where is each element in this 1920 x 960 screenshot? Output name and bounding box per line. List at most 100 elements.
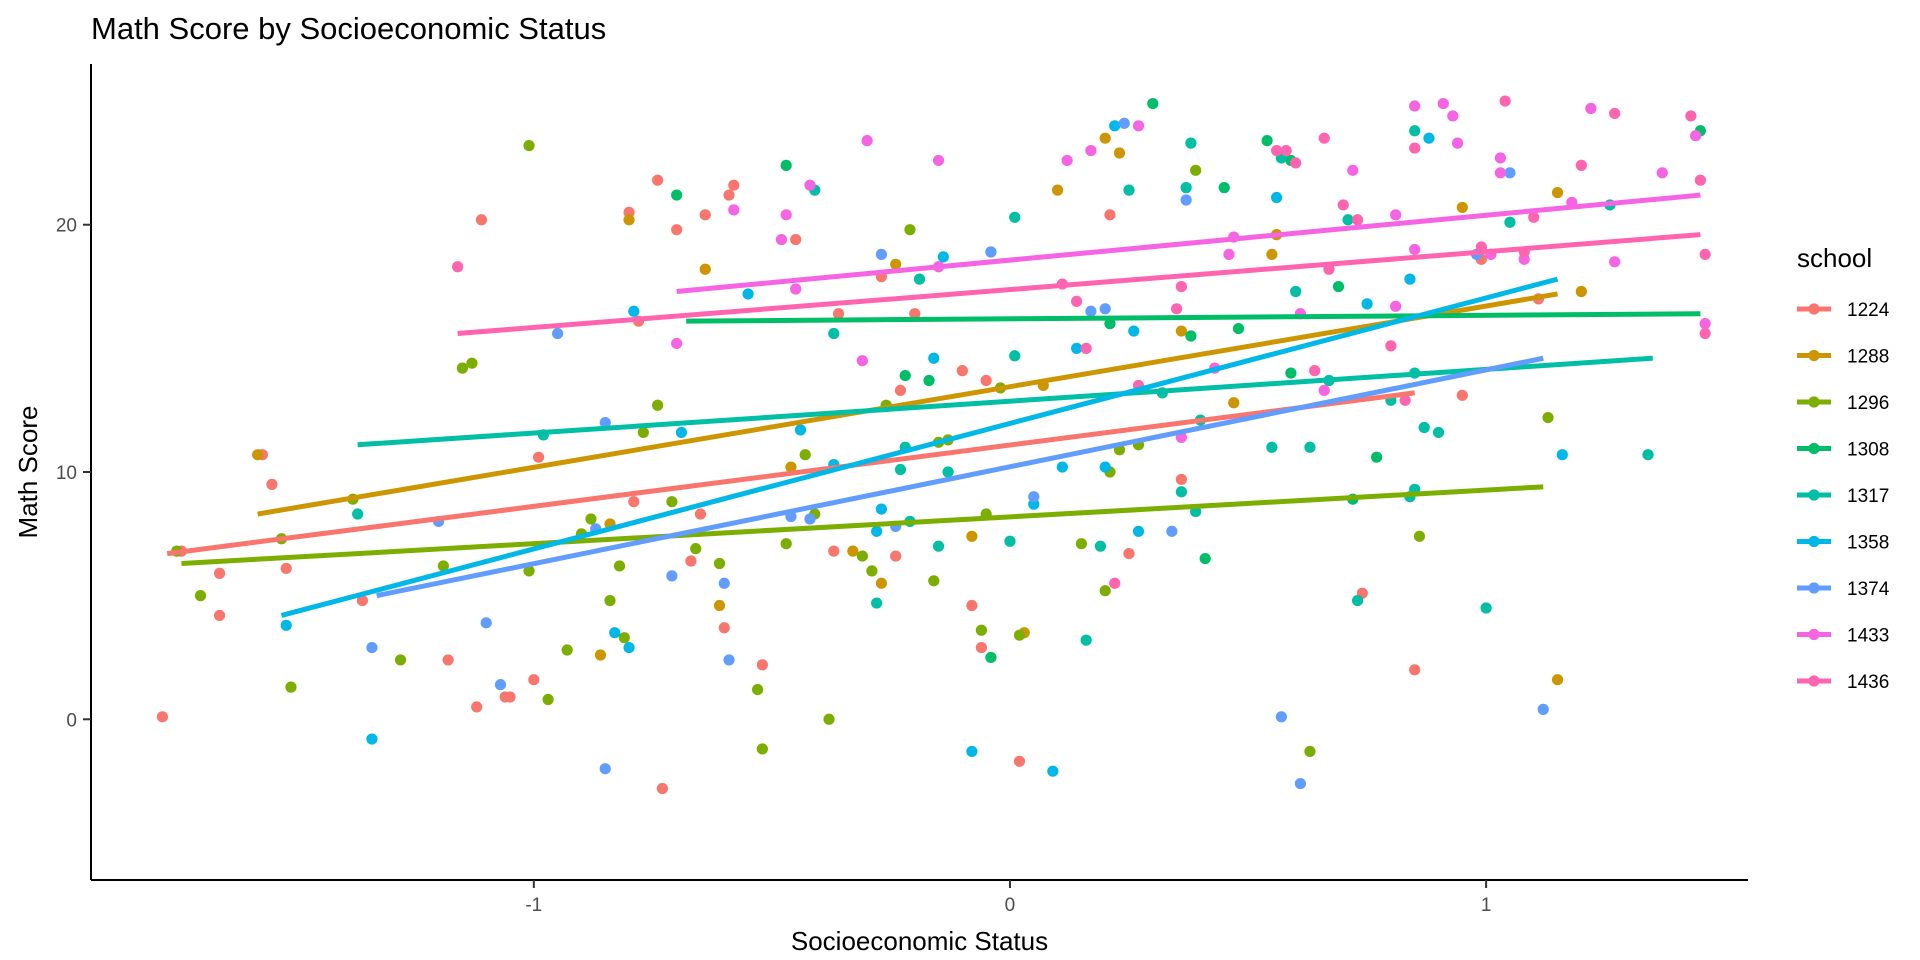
data-point-1224 xyxy=(1104,209,1116,221)
legend-key-point-1358 xyxy=(1808,535,1820,548)
data-point-1224 xyxy=(718,622,730,634)
data-point-1374 xyxy=(666,570,678,582)
data-point-1224 xyxy=(356,594,369,607)
data-point-1224 xyxy=(1013,755,1026,767)
data-point-1308 xyxy=(1185,330,1197,342)
data-point-1436 xyxy=(1318,132,1330,144)
data-point-1374 xyxy=(366,641,378,654)
data-point-1224 xyxy=(475,214,488,226)
data-point-1224 xyxy=(528,674,540,686)
data-point-1296 xyxy=(1099,585,1111,597)
data-point-1358 xyxy=(1423,132,1435,144)
legend-key-point-1433 xyxy=(1808,628,1820,641)
data-point-1224 xyxy=(723,189,735,201)
data-point-1433 xyxy=(1437,97,1449,110)
data-point-1374 xyxy=(1294,777,1307,790)
data-point-1374 xyxy=(875,248,888,260)
data-point-1224 xyxy=(628,496,640,508)
trend-line-1358 xyxy=(280,276,1559,618)
trend-line-1374 xyxy=(376,355,1544,599)
data-point-1317 xyxy=(894,463,907,476)
data-point-1374 xyxy=(804,513,816,525)
data-point-1288 xyxy=(1551,674,1564,686)
data-point-1296 xyxy=(542,693,554,706)
data-point-1436 xyxy=(1385,340,1397,352)
data-point-1296 xyxy=(437,560,449,572)
data-point-1308 xyxy=(1199,552,1211,565)
data-point-1288 xyxy=(1551,186,1564,199)
data-point-1317 xyxy=(913,273,926,285)
data-point-1358 xyxy=(1109,120,1121,132)
data-point-1317 xyxy=(1504,216,1516,228)
data-point-1288 xyxy=(785,461,797,473)
data-point-1296 xyxy=(1013,629,1026,641)
x-axis-title: Socioeconomic Status xyxy=(791,926,1048,956)
data-point-1288 xyxy=(847,545,859,557)
data-point-1433 xyxy=(1699,318,1711,330)
data-point-1436 xyxy=(1528,211,1540,223)
data-point-1224 xyxy=(685,555,697,567)
data-point-1436 xyxy=(1699,248,1711,260)
data-point-1224 xyxy=(699,209,711,221)
data-point-1433 xyxy=(1409,243,1421,256)
data-point-1374 xyxy=(1085,305,1097,317)
data-point-1308 xyxy=(671,189,683,201)
data-point-1433 xyxy=(1409,100,1421,112)
data-point-1317 xyxy=(1290,285,1302,298)
data-point-1317 xyxy=(1185,137,1197,149)
data-point-1374 xyxy=(1275,711,1287,723)
trend-line-1296 xyxy=(181,484,1544,566)
data-point-1224 xyxy=(266,478,278,490)
data-point-1358 xyxy=(280,619,292,631)
data-point-1374 xyxy=(1180,194,1192,206)
legend-label-1296: 1296 xyxy=(1847,393,1889,414)
data-point-1288 xyxy=(1051,184,1064,196)
trend-line-1433 xyxy=(676,192,1701,294)
data-point-1436 xyxy=(1409,142,1421,154)
plot-area xyxy=(156,95,1711,795)
data-point-1358 xyxy=(1271,191,1283,204)
data-point-1436 xyxy=(1337,199,1349,211)
legend-label-1374: 1374 xyxy=(1847,579,1890,600)
data-point-1296 xyxy=(194,590,207,602)
data-point-1296 xyxy=(1413,530,1426,542)
data-point-1308 xyxy=(985,651,997,664)
data-point-1433 xyxy=(1390,300,1402,312)
data-point-1317 xyxy=(1418,421,1430,434)
data-point-1433 xyxy=(856,355,868,367)
data-point-1296 xyxy=(523,140,535,152)
trend-line-1308 xyxy=(686,311,1701,324)
data-point-1288 xyxy=(1113,147,1126,159)
data-point-1436 xyxy=(1499,95,1511,107)
data-point-1374 xyxy=(1118,117,1130,129)
data-point-1224 xyxy=(156,711,169,723)
y-tick-label: 0 xyxy=(66,710,77,731)
legend-key-point-1308 xyxy=(1808,442,1820,455)
data-point-1436 xyxy=(1575,159,1587,171)
data-point-1436 xyxy=(1399,394,1411,406)
data-point-1317 xyxy=(1480,602,1492,614)
data-point-1436 xyxy=(1171,303,1183,315)
data-point-1308 xyxy=(1147,97,1159,110)
data-point-1296 xyxy=(928,575,940,587)
data-point-1433 xyxy=(861,135,873,147)
data-point-1296 xyxy=(613,560,626,572)
data-point-1288 xyxy=(1228,397,1240,409)
data-point-1358 xyxy=(623,641,635,654)
data-point-1433 xyxy=(780,209,792,221)
data-point-1358 xyxy=(1047,765,1059,777)
y-axis-ticks: 0 10 20 xyxy=(56,216,91,731)
data-point-1433 xyxy=(1451,137,1464,149)
data-point-1296 xyxy=(780,538,792,550)
data-point-1436 xyxy=(1351,214,1364,226)
data-point-1296 xyxy=(1075,538,1087,550)
data-point-1296 xyxy=(690,543,702,555)
data-point-1224 xyxy=(1123,548,1135,560)
data-point-1296 xyxy=(637,426,649,439)
data-point-1224 xyxy=(728,179,740,191)
data-point-1224 xyxy=(909,308,921,320)
data-point-1296 xyxy=(652,399,664,411)
data-point-1374 xyxy=(723,654,735,666)
data-point-1317 xyxy=(1432,426,1445,439)
data-point-1358 xyxy=(1099,461,1111,473)
